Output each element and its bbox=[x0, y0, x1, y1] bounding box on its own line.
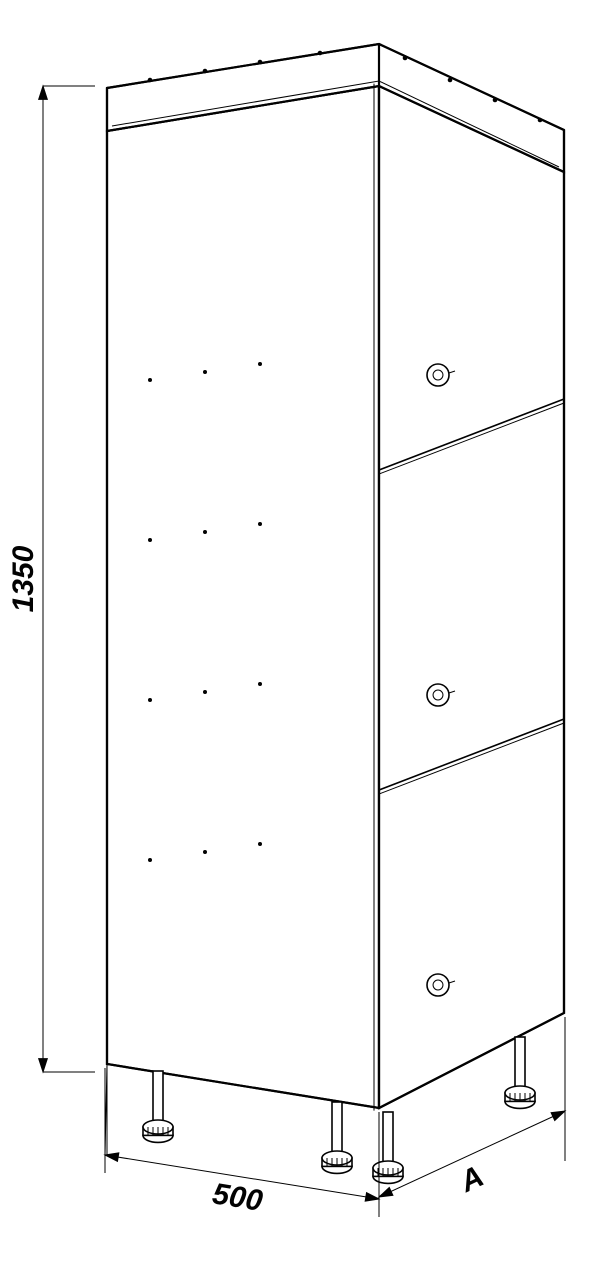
top-fastener-dot bbox=[203, 69, 208, 74]
top-fastener-dot bbox=[258, 60, 263, 65]
top-fastener-dot bbox=[148, 78, 153, 83]
shelf-pin-hole bbox=[203, 850, 207, 854]
top-fastener-dot bbox=[538, 118, 543, 123]
shelf-pin-hole bbox=[148, 378, 152, 382]
door-knob bbox=[427, 684, 449, 706]
cabinet-front-panel bbox=[379, 86, 564, 1108]
shelf-pin-hole bbox=[258, 362, 262, 366]
shelf-pin-hole bbox=[148, 858, 152, 862]
cabinet-left-panel bbox=[107, 86, 379, 1108]
shelf-pin-hole bbox=[258, 522, 262, 526]
top-fastener-dot bbox=[403, 56, 408, 61]
dim-label-height: 1350 bbox=[7, 545, 40, 612]
shelf-pin-hole bbox=[258, 842, 262, 846]
shelf-pin-hole bbox=[203, 370, 207, 374]
shelf-pin-hole bbox=[148, 698, 152, 702]
shelf-pin-hole bbox=[258, 682, 262, 686]
top-fastener-dot bbox=[493, 98, 498, 103]
top-fastener-dot bbox=[448, 78, 453, 83]
shelf-pin-hole bbox=[203, 690, 207, 694]
door-knob bbox=[427, 364, 449, 386]
shelf-pin-hole bbox=[148, 538, 152, 542]
shelf-pin-hole bbox=[203, 530, 207, 534]
top-fastener-dot bbox=[318, 51, 323, 56]
door-knob bbox=[427, 974, 449, 996]
